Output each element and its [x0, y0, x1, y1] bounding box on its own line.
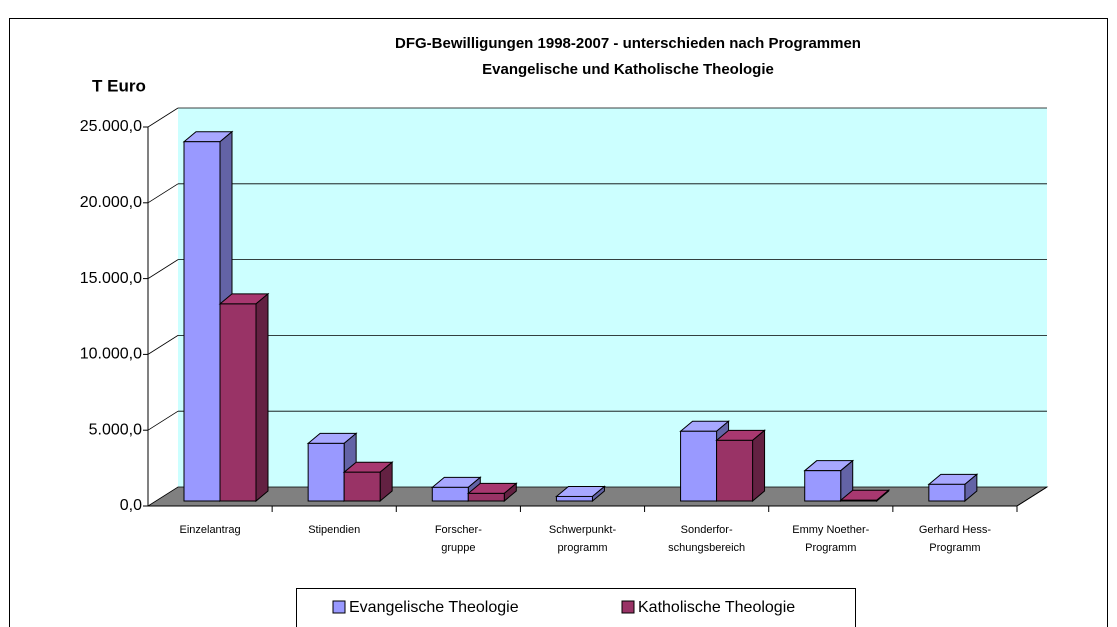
y-axis-label: T Euro: [92, 76, 146, 95]
x-tick-label: Forscher-gruppe: [435, 524, 482, 554]
bar: [804, 470, 842, 502]
x-tick-label-line: Emmy Noether-: [792, 524, 869, 536]
x-tick-label: Sonderfor-schungsbereich: [668, 524, 745, 554]
chart-subtitle: Evangelische und Katholische Theologie: [482, 61, 774, 78]
x-tick-label-line: Stipendien: [308, 524, 360, 536]
x-tick-label-line: Programm: [805, 542, 856, 554]
legend: [296, 588, 856, 627]
x-tick-label-line: Programm: [929, 542, 980, 554]
legend-swatch: [332, 600, 346, 614]
x-tick-label-line: Gerhard Hess-: [919, 524, 991, 536]
x-tick-label: Schwerpunkt-programm: [549, 524, 617, 554]
bar: [307, 442, 345, 502]
bar: [343, 471, 381, 502]
bar: [555, 495, 593, 502]
bar-side: [752, 429, 766, 503]
back-wall: [178, 108, 1047, 487]
grid-line: [147, 410, 179, 431]
y-tick-label: 15.000,0: [80, 270, 142, 287]
y-tick-label: 5.000,0: [89, 421, 142, 438]
grid-line: [147, 107, 179, 128]
y-tick-label: 10.000,0: [80, 346, 142, 363]
bar: [680, 430, 718, 502]
grid-line: [147, 259, 179, 279]
x-tick-label-line: Einzelantrag: [179, 524, 240, 536]
bar: [219, 303, 257, 502]
y-tick-label: 25.000,0: [80, 118, 142, 135]
chart-frame: [9, 18, 1108, 627]
bar: [928, 483, 966, 502]
x-tick-label-line: Forscher-: [435, 524, 482, 536]
x-tick-label: Einzelantrag: [179, 524, 240, 536]
x-tick-label: Emmy Noether- Programm: [792, 524, 869, 554]
x-tick-label-line: Sonderfor-: [681, 524, 733, 536]
bar: [431, 486, 469, 502]
y-tick-label: 0,0: [120, 497, 142, 514]
x-tick-label-line: Schwerpunkt-: [549, 524, 617, 536]
legend-swatch: [621, 600, 635, 614]
legend-label: Evangelische Theologie: [349, 599, 519, 616]
legend-label: Katholische Theologie: [638, 599, 795, 616]
x-tick-label-line: schungsbereich: [668, 542, 745, 554]
x-tick-label: Gerhard Hess- Programm: [919, 524, 991, 554]
bar-side: [255, 292, 269, 503]
bar: [467, 492, 505, 502]
y-tick-label: 20.000,0: [80, 194, 142, 211]
grid-line: [147, 183, 179, 204]
bar: [183, 141, 221, 502]
x-tick-label-line: gruppe: [441, 542, 475, 554]
x-tick-label: Stipendien: [308, 524, 360, 536]
chart-title: DFG-Bewilligungen 1998-2007 - unterschie…: [395, 35, 861, 52]
grid-line: [147, 335, 179, 355]
bar: [716, 439, 754, 502]
x-tick-label-line: programm: [557, 542, 607, 554]
floor-edge: [1016, 486, 1048, 507]
bar: [840, 499, 878, 502]
